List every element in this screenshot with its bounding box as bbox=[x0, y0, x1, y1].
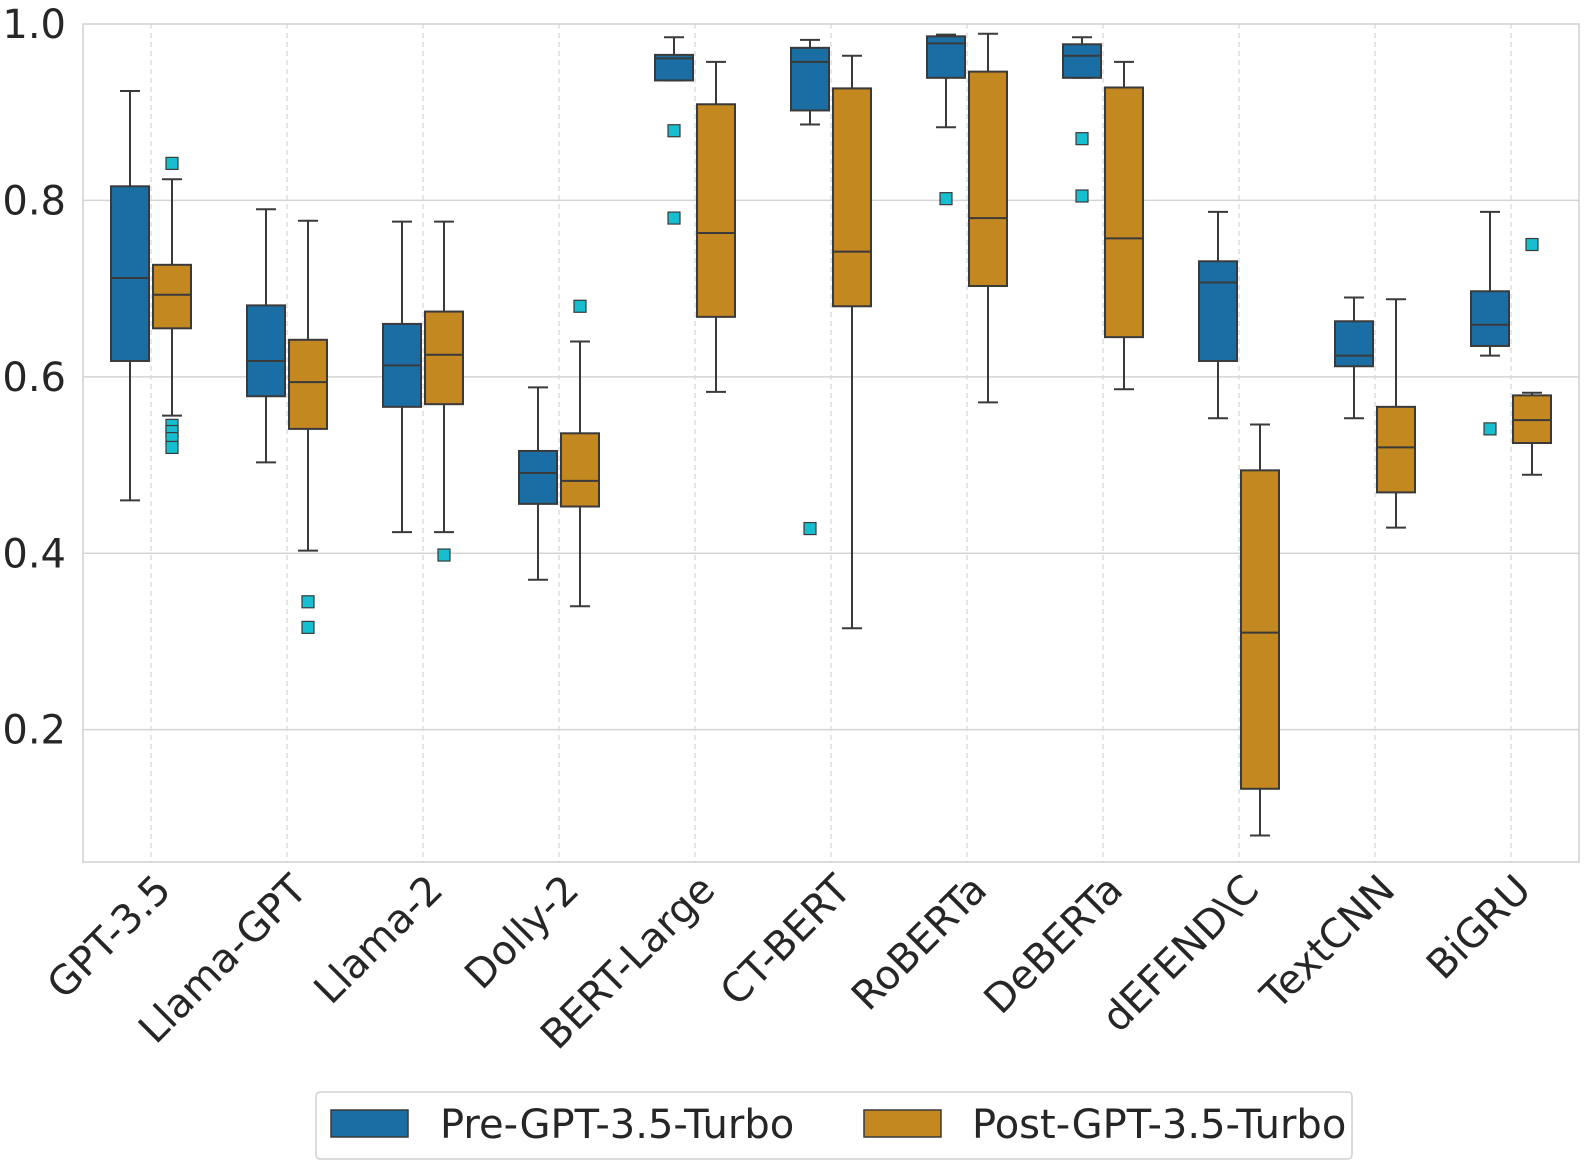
y-tick-label: 0.6 bbox=[2, 355, 66, 401]
box-pre bbox=[1062, 36, 1102, 203]
box-body bbox=[288, 338, 328, 430]
y-tick-label: 0.8 bbox=[2, 178, 66, 224]
box-pre bbox=[926, 33, 966, 206]
box-body bbox=[1240, 469, 1280, 790]
box-body bbox=[832, 87, 872, 308]
x-tick-label: TextCNN bbox=[1252, 867, 1405, 1020]
box-body bbox=[1334, 320, 1374, 368]
box-post bbox=[152, 156, 192, 455]
box-pre bbox=[1198, 210, 1238, 420]
outlier-marker bbox=[437, 548, 451, 562]
box-body bbox=[424, 310, 464, 406]
legend-swatch-post bbox=[863, 1109, 942, 1138]
outlier-marker bbox=[301, 595, 315, 609]
box-body bbox=[1062, 43, 1102, 79]
box-post bbox=[1104, 60, 1144, 391]
legend-swatch-pre bbox=[330, 1109, 409, 1138]
box-post bbox=[288, 219, 328, 634]
legend-label-post: Post-GPT-3.5-Turbo bbox=[972, 1102, 1346, 1148]
box-pre bbox=[518, 386, 558, 581]
x-tick-label: Dolly-2 bbox=[456, 867, 588, 999]
outlier-marker bbox=[667, 124, 681, 138]
box-post bbox=[968, 32, 1008, 404]
box-body bbox=[246, 304, 286, 398]
box-body bbox=[560, 432, 600, 508]
y-axis-ticks: 0.2 0.4 0.6 0.8 1.0 bbox=[2, 2, 66, 754]
legend-label-pre: Pre-GPT-3.5-Turbo bbox=[440, 1102, 794, 1148]
box-pre bbox=[790, 38, 830, 536]
box-body bbox=[696, 103, 736, 318]
box-pre bbox=[1470, 210, 1510, 436]
box-post bbox=[832, 54, 872, 630]
box-post bbox=[1376, 298, 1416, 529]
outlier-marker bbox=[667, 211, 681, 225]
box-body bbox=[152, 263, 192, 330]
outlier-marker bbox=[1075, 132, 1089, 146]
box-body bbox=[968, 70, 1008, 287]
outlier-marker bbox=[1075, 189, 1089, 203]
outlier-marker bbox=[803, 521, 817, 536]
outlier-marker bbox=[1483, 422, 1497, 436]
y-tick-label: 1.0 bbox=[2, 2, 66, 48]
outlier-marker bbox=[939, 192, 953, 206]
legend-frame bbox=[315, 1091, 1353, 1160]
box-post bbox=[1512, 237, 1552, 476]
box-post bbox=[1240, 423, 1280, 837]
legend: Pre-GPT-3.5-Turbo Post-GPT-3.5-Turbo bbox=[315, 1091, 1353, 1160]
box-pre bbox=[654, 36, 694, 225]
grid-lines bbox=[83, 24, 1579, 862]
outlier-marker bbox=[165, 156, 179, 170]
x-tick-label: RoBERTa bbox=[843, 867, 996, 1020]
box-post bbox=[424, 220, 464, 562]
box-body bbox=[518, 449, 558, 505]
box-pre bbox=[110, 90, 150, 502]
y-tick-label: 0.4 bbox=[2, 531, 66, 577]
box-pre bbox=[382, 220, 422, 534]
boxes bbox=[110, 32, 1552, 837]
box-body bbox=[1104, 86, 1144, 339]
box-body bbox=[1470, 290, 1510, 347]
x-tick-label: CT-BERT bbox=[712, 866, 861, 1015]
box-body bbox=[790, 46, 830, 112]
box-pre bbox=[1334, 296, 1374, 420]
x-tick-label: GPT-3.5 bbox=[39, 867, 180, 1008]
outlier-marker bbox=[1525, 237, 1539, 252]
box-pre bbox=[246, 208, 286, 464]
outlier-marker bbox=[301, 620, 315, 634]
plot-area bbox=[82, 23, 1580, 863]
outlier-marker bbox=[165, 440, 179, 455]
y-tick-label: 0.2 bbox=[2, 708, 66, 754]
box-post bbox=[560, 299, 600, 608]
x-tick-label: BiGRU bbox=[1418, 867, 1540, 989]
box-body bbox=[1198, 260, 1238, 362]
box-body bbox=[110, 185, 150, 362]
outlier-marker bbox=[573, 299, 587, 313]
x-tick-label: Llama-2 bbox=[306, 867, 453, 1014]
box-post bbox=[696, 60, 736, 393]
box-body bbox=[1376, 405, 1416, 494]
